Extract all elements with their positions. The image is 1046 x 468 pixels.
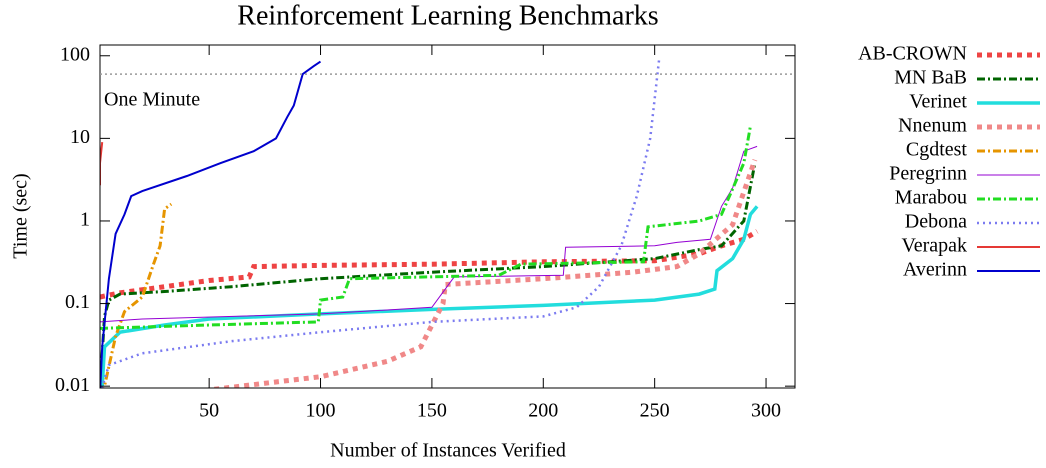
y-tick-label: 0.01 [55, 374, 90, 396]
legend-label: Nnenum [898, 115, 967, 137]
reference-label: One Minute [104, 89, 200, 111]
series-line [100, 145, 758, 323]
x-tick-label: 300 [751, 400, 781, 422]
plot-frame [99, 44, 796, 389]
legend-label: AB-CROWN [858, 43, 967, 65]
legend-label: Debona [905, 211, 967, 233]
series-line [100, 59, 661, 388]
legend-label: Verinet [909, 91, 967, 113]
legend-label: Peregrinn [889, 163, 967, 185]
y-tick-label: 100 [60, 43, 90, 65]
y-axis-label: Time (sec) [10, 173, 32, 258]
y-tick-label: 1 [80, 209, 90, 231]
series-line [100, 126, 752, 330]
x-tick-label: 100 [306, 400, 336, 422]
series-line [100, 229, 759, 300]
legend-label: MN BaB [894, 67, 967, 89]
x-tick-label: 250 [640, 400, 670, 422]
plot-area [100, 59, 759, 388]
legend-label: Marabou [895, 187, 967, 209]
legend-label: Averinn [903, 259, 967, 281]
x-tick-label: 150 [417, 400, 447, 422]
chart-title: Reinforcement Learning Benchmarks [237, 0, 658, 31]
y-tick-label: 0.1 [65, 291, 90, 313]
series-line [100, 141, 104, 186]
x-tick-label: 200 [528, 400, 558, 422]
series-line [100, 162, 757, 388]
series-line [102, 202, 173, 388]
legend-label: Verapak [901, 235, 967, 257]
y-tick-label: 10 [70, 126, 90, 148]
series-line [100, 205, 759, 387]
legend-label: Cgdtest [906, 139, 968, 161]
x-axis-label: Number of Instances Verified [330, 440, 566, 462]
series-line [100, 60, 322, 388]
x-tick-label: 50 [199, 400, 219, 422]
